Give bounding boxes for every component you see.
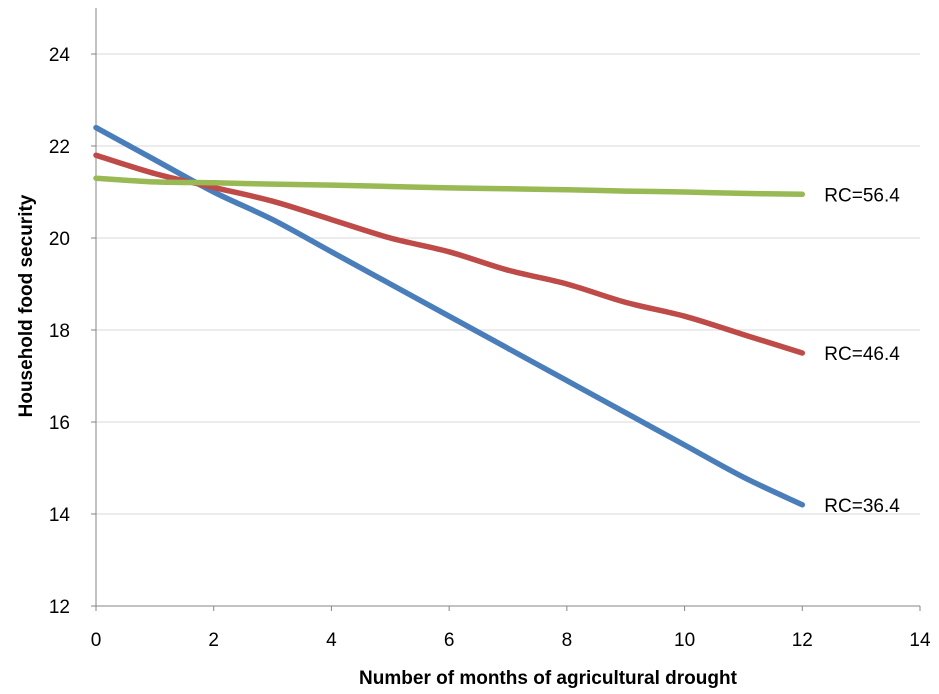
y-tick-label: 22 — [49, 137, 70, 158]
series-line-1 — [93, 124, 806, 508]
series-label-3: RC=56.4 — [824, 185, 900, 206]
x-tick-label: 14 — [909, 630, 931, 651]
y-tick-label: 14 — [49, 505, 71, 526]
y-axis-title: Household food security — [16, 194, 37, 417]
x-tick-label: 2 — [208, 630, 219, 651]
x-axis-title: Number of months of agricultural drought — [359, 668, 738, 689]
x-tick-label: 6 — [444, 630, 455, 651]
grid-lines — [96, 53, 920, 515]
x-tick-label: 10 — [674, 630, 695, 651]
y-tick-label: 20 — [49, 229, 70, 250]
y-tick-label: 12 — [49, 597, 70, 618]
y-tick-labels: 12 14 16 18 20 22 24 — [49, 45, 96, 618]
x-tick-label: 12 — [792, 630, 813, 651]
series-labels: RC=36.4 RC=46.4 RC=56.4 — [824, 185, 900, 517]
x-tick-label: 4 — [326, 630, 337, 651]
x-tick-labels: 0 2 4 6 8 10 12 14 — [91, 606, 931, 651]
y-tick-label: 24 — [49, 45, 71, 66]
x-tick-label: 0 — [91, 630, 102, 651]
series-label-1: RC=36.4 — [824, 496, 900, 517]
y-tick-label: 18 — [49, 321, 70, 342]
series-lines — [93, 124, 806, 508]
series-line-2 — [93, 152, 806, 356]
series-line-3 — [93, 175, 806, 198]
axes — [95, 8, 920, 607]
x-tick-label: 8 — [562, 630, 573, 651]
series-label-2: RC=46.4 — [824, 344, 900, 365]
y-tick-label: 16 — [49, 413, 70, 434]
